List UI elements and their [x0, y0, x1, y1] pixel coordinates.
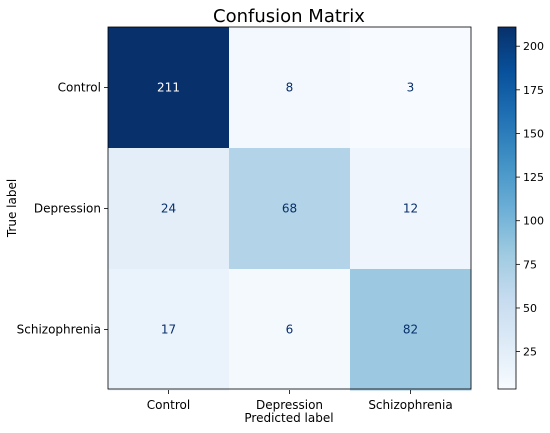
x-axis-label: Predicted label [244, 411, 333, 425]
colorbar-tick-label: 25 [523, 346, 537, 359]
chart-title: Confusion Matrix [213, 6, 365, 27]
colorbar-tick-label: 50 [523, 302, 537, 315]
colorbar [497, 26, 517, 390]
matrix-cell-value: 8 [286, 81, 294, 95]
matrix-cell [350, 269, 472, 391]
y-axis-label: True label [5, 179, 19, 238]
colorbar-tick-label: 100 [523, 215, 544, 228]
colorbar-tick-label: 75 [523, 258, 537, 271]
matrix-cells [108, 27, 472, 391]
colorbar-tick-label: 125 [523, 171, 544, 184]
matrix-cell-value: 17 [161, 323, 176, 337]
y-tick-label: Schizophrenia [17, 323, 101, 337]
matrix-cell [229, 148, 351, 270]
matrix-cell-value: 211 [157, 81, 180, 95]
matrix-cell-value: 82 [403, 323, 418, 337]
x-tick-label: Schizophrenia [368, 398, 452, 412]
colorbar-tick-label: 200 [523, 40, 544, 53]
matrix-cell-value: 6 [286, 323, 294, 337]
colorbar-tick-label: 150 [523, 127, 544, 140]
matrix-cell [350, 27, 472, 149]
x-tick-label: Depression [256, 398, 323, 412]
matrix-cell-value: 3 [407, 81, 415, 95]
matrix-cell-labels: 211 8 3 24 68 12 17 6 82 [157, 81, 418, 337]
x-tick-label: Control [147, 398, 190, 412]
matrix-cell [108, 269, 230, 391]
matrix-cell [350, 148, 472, 270]
colorbar-tick-label: 175 [523, 84, 544, 97]
x-axis: Control Depression Schizophrenia [147, 390, 453, 412]
matrix-cell-value: 68 [282, 202, 297, 216]
matrix-cell [229, 27, 351, 149]
colorbar-ticks: 25 50 75 100 125 150 175 200 [516, 40, 544, 359]
y-tick-label: Depression [34, 202, 101, 216]
matrix-cell [108, 148, 230, 270]
y-tick-label: Control [58, 81, 101, 95]
matrix-cell-value: 12 [403, 202, 418, 216]
matrix-cell-value: 24 [161, 202, 176, 216]
y-axis: Control Depression Schizophrenia [17, 81, 108, 337]
matrix-frame [107, 26, 472, 390]
matrix-cell [229, 269, 351, 391]
matrix-cell [108, 27, 230, 149]
